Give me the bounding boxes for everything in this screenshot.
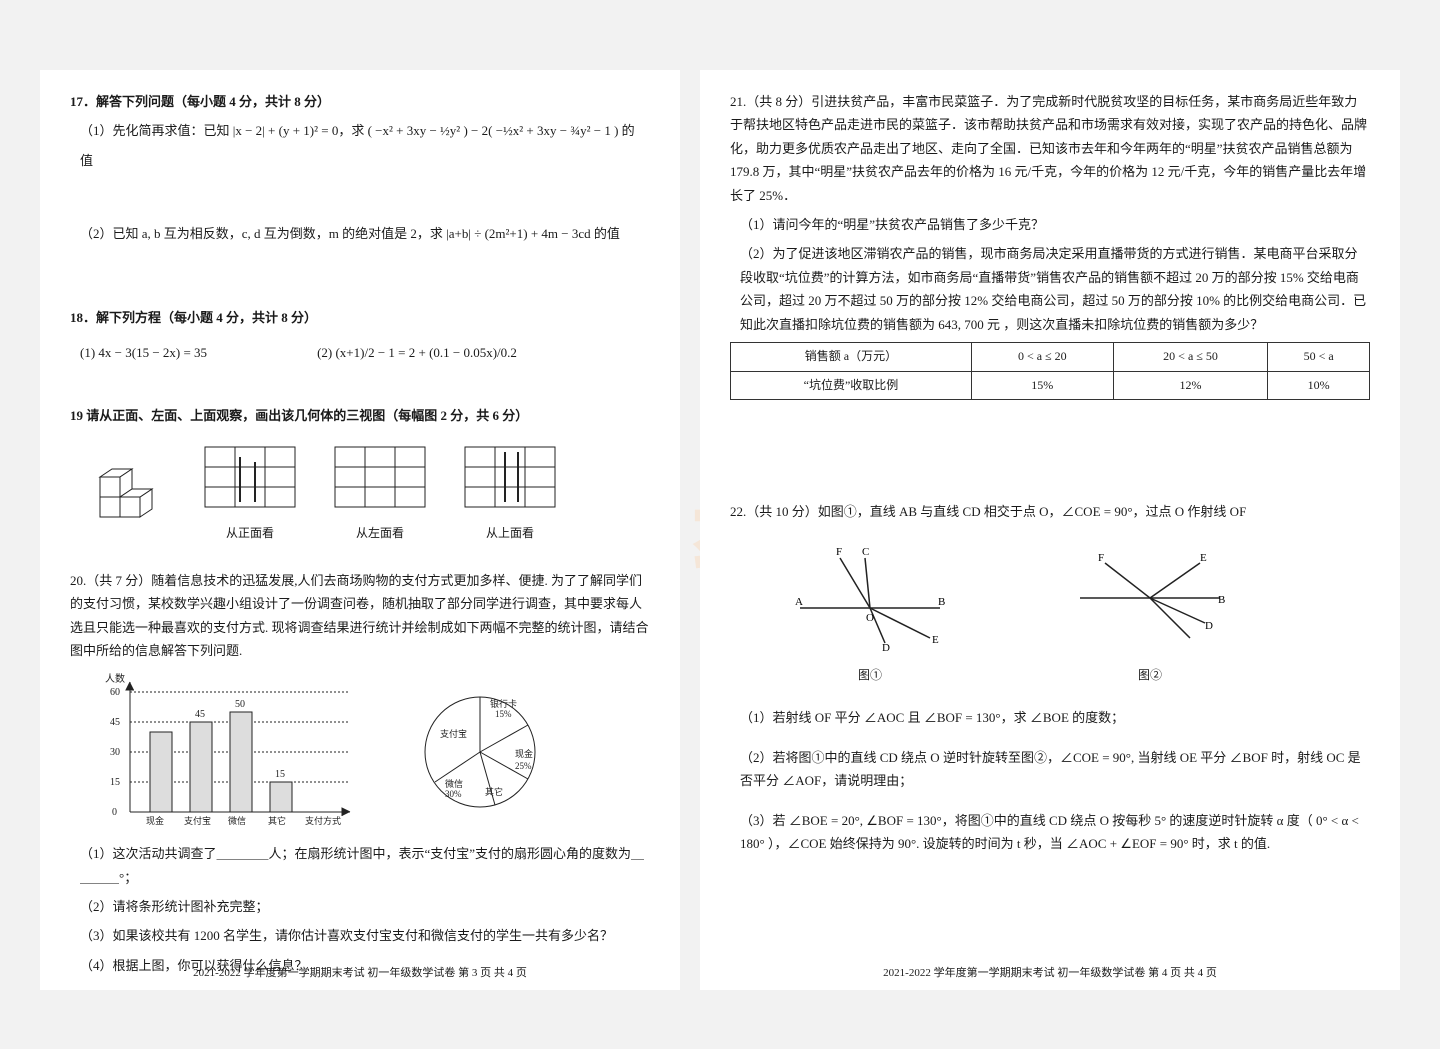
q21-r3: 10% (1268, 371, 1370, 400)
q19-figures: 从正面看 从左面看 从上面看 (90, 442, 650, 545)
question-17: 17．解答下列问题（每小题 4 分，共计 8 分） （1）先化简再求值：已知 |… (70, 90, 650, 246)
q19-front-grid: 从正面看 (200, 442, 300, 545)
svg-text:F: F (836, 546, 842, 558)
svg-text:45: 45 (195, 709, 205, 720)
question-19: 19 请从正面、左面、上面观察，画出该几何体的三视图（每幅图 2 分，共 6 分… (70, 404, 650, 544)
q20-s1: （1）这次活动共调查了＿＿＿＿人；在扇形统计图中，表示“支付宝”支付的扇形圆心角… (80, 842, 650, 889)
q17-part1-cont: 值 (80, 149, 650, 172)
q19-left-grid: 从左面看 (330, 442, 430, 545)
svg-text:D: D (882, 642, 890, 653)
svg-text:25%: 25% (515, 761, 532, 771)
q22-title: 22.（共 10 分）如图①，直线 AB 与直线 CD 相交于点 O，∠COE … (730, 500, 1370, 523)
q19-title: 19 请从正面、左面、上面观察，画出该几何体的三视图（每幅图 2 分，共 6 分… (70, 404, 650, 427)
q22-s2: （2）若将图①中的直线 CD 绕点 O 逆时针旋转至图②，∠COE = 90°,… (740, 746, 1370, 793)
q21-th0: 销售额 a（万元） (731, 342, 972, 371)
svg-text:C: C (862, 546, 869, 558)
svg-text:A: A (795, 596, 803, 608)
svg-text:现金: 现金 (515, 748, 533, 759)
svg-text:现金: 现金 (146, 815, 164, 826)
q21-r1: 15% (971, 371, 1113, 400)
left-page: 17．解答下列问题（每小题 4 分，共计 8 分） （1）先化简再求值：已知 |… (40, 70, 680, 990)
svg-text:E: E (932, 634, 939, 646)
q22-fig2-cap: 图② (1070, 665, 1230, 687)
table-row: “坑位费”收取比例 15% 12% 10% (731, 371, 1370, 400)
q20-charts: 人数 0 15 30 45 60 45 50 15 (100, 672, 650, 832)
svg-text:人数: 人数 (105, 672, 125, 685)
right-page: 21.（共 8 分）引进扶贫产品，丰富市民菜篮子．为了完成新时代脱贫攻坚的目标任… (700, 70, 1400, 990)
svg-text:B: B (1218, 594, 1225, 606)
q19-cap-top: 从上面看 (460, 523, 560, 545)
q17-part2: （2）已知 a, b 互为相反数，c, d 互为倒数，m 的绝对值是 2，求 |… (80, 222, 650, 245)
svg-text:微信: 微信 (445, 778, 463, 789)
q20-title: 20.（共 7 分）随着信息技术的迅猛发展,人们去商场购物的支付方式更加多样、便… (70, 569, 650, 663)
q19-solid-figure (90, 457, 170, 544)
q18-title: 18．解下列方程（每小题 4 分，共计 8 分） (70, 306, 650, 329)
question-20: 20.（共 7 分）随着信息技术的迅猛发展,人们去商场购物的支付方式更加多样、便… (70, 569, 650, 978)
q22-fig1: F C A O B E D 图① (790, 543, 950, 686)
svg-text:O: O (866, 612, 874, 624)
q21-r2: 12% (1113, 371, 1268, 400)
svg-text:D: D (1205, 620, 1213, 632)
q21-r0: “坑位费”收取比例 (731, 371, 972, 400)
q22-figures: F C A O B E D 图① (790, 543, 1370, 686)
q17-part1: （1）先化简再求值：已知 |x − 2| + (y + 1)² = 0，求 ( … (80, 119, 650, 142)
svg-text:银行卡: 银行卡 (490, 698, 517, 709)
question-21: 21.（共 8 分）引进扶贫产品，丰富市民菜篮子．为了完成新时代脱贫攻坚的目标任… (730, 90, 1370, 400)
svg-text:30: 30 (110, 747, 120, 758)
q22-fig1-cap: 图① (790, 665, 950, 687)
svg-text:支付方式: 支付方式 (305, 815, 341, 826)
q22-fig2: F E B D 图② (1070, 543, 1230, 686)
q17-title: 17．解答下列问题（每小题 4 分，共计 8 分） (70, 90, 650, 113)
svg-text:支付宝: 支付宝 (184, 815, 211, 826)
svg-text:15: 15 (275, 769, 285, 780)
q22-s3: （3）若 ∠BOE = 20°, ∠BOF = 130°，将图①中的直线 CD … (740, 809, 1370, 856)
svg-text:B: B (938, 596, 945, 608)
q21-p2: （2）为了促进该地区滞销农产品的销售，现市商务局决定采用直播带货的方式进行销售．… (740, 242, 1370, 336)
svg-text:45: 45 (110, 717, 120, 728)
q21-th1: 0 < a ≤ 20 (971, 342, 1113, 371)
svg-text:30%: 30% (445, 789, 462, 799)
q21-title: 21.（共 8 分）引进扶贫产品，丰富市民菜篮子．为了完成新时代脱贫攻坚的目标任… (730, 90, 1370, 207)
svg-text:微信: 微信 (228, 815, 246, 826)
q20-pie-chart: 银行卡 15% 现金 25% 其它 微信 30% 支付宝 (400, 677, 560, 827)
svg-text:15%: 15% (495, 709, 512, 719)
left-footer: 2021-2022 学年度第一学期期末考试 初一年级数学试卷 第 3 页 共 4… (40, 964, 680, 980)
svg-text:其它: 其它 (268, 815, 286, 826)
q18-part2: (2) (x+1)/2 − 1 = 2 + (0.1 − 0.05x)/0.2 (317, 341, 517, 364)
svg-text:F: F (1098, 552, 1104, 564)
svg-text:50: 50 (235, 699, 245, 710)
q21-table: 销售额 a（万元） 0 < a ≤ 20 20 < a ≤ 50 50 < a … (730, 342, 1370, 400)
question-18: 18．解下列方程（每小题 4 分，共计 8 分） (1) 4x − 3(15 −… (70, 306, 650, 365)
q20-bar-chart: 人数 0 15 30 45 60 45 50 15 (100, 672, 360, 832)
q21-p1: （1）请问今年的“明星”扶贫农产品销售了多少千克？ (740, 213, 1370, 236)
q22-s1: （1）若射线 OF 平分 ∠AOC 且 ∠BOF = 130°，求 ∠BOE 的… (740, 706, 1370, 729)
question-22: 22.（共 10 分）如图①，直线 AB 与直线 CD 相交于点 O，∠COE … (730, 500, 1370, 855)
svg-text:E: E (1200, 552, 1207, 564)
q20-s2: （2）请将条形统计图补充完整； (80, 895, 650, 918)
q19-top-grid: 从上面看 (460, 442, 560, 545)
svg-text:15: 15 (110, 777, 120, 788)
svg-text:60: 60 (110, 687, 120, 698)
q18-part1: (1) 4x − 3(15 − 2x) = 35 (80, 341, 207, 364)
q19-cap-front: 从正面看 (200, 523, 300, 545)
q19-cap-left: 从左面看 (330, 523, 430, 545)
svg-text:支付宝: 支付宝 (440, 728, 467, 739)
q21-th3: 50 < a (1268, 342, 1370, 371)
svg-text:其它: 其它 (485, 786, 503, 797)
table-row: 销售额 a（万元） 0 < a ≤ 20 20 < a ≤ 50 50 < a (731, 342, 1370, 371)
q20-s3: （3）如果该校共有 1200 名学生，请你估计喜欢支付宝支付和微信支付的学生一共… (80, 924, 650, 947)
right-footer: 2021-2022 学年度第一学期期末考试 初一年级数学试卷 第 4 页 共 4… (700, 964, 1400, 980)
svg-text:0: 0 (112, 807, 117, 818)
q21-th2: 20 < a ≤ 50 (1113, 342, 1268, 371)
